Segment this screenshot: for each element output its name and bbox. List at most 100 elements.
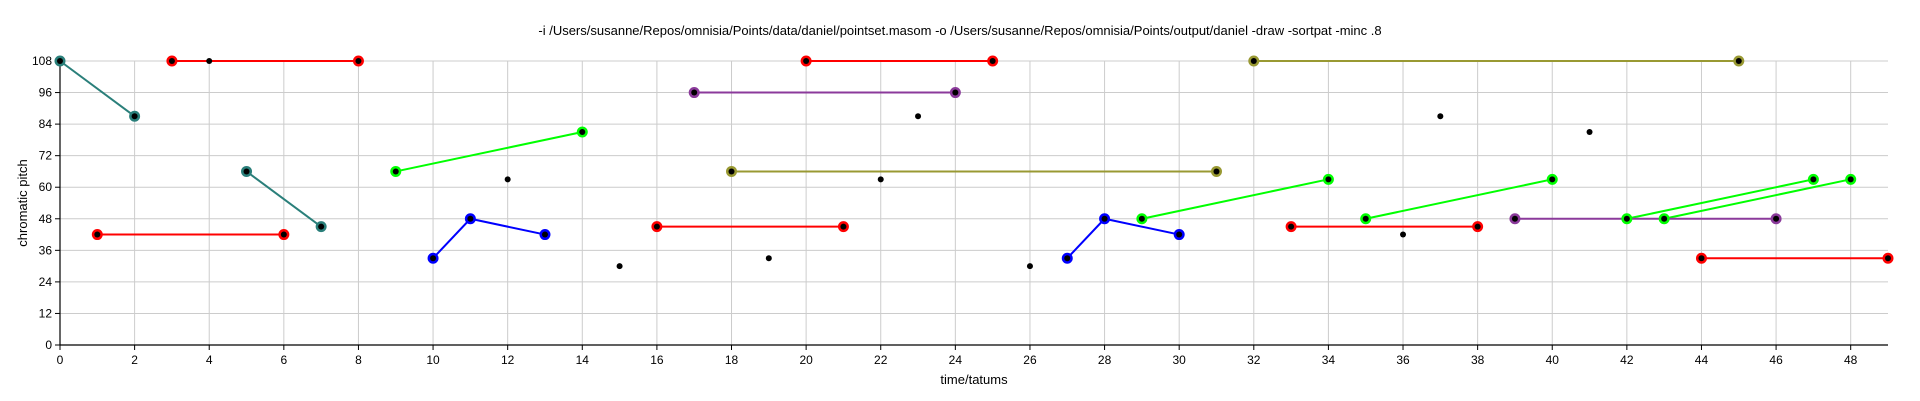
data-point bbox=[355, 58, 362, 64]
data-point bbox=[1735, 58, 1742, 64]
data-point bbox=[840, 223, 847, 230]
y-tick-label: 60 bbox=[39, 180, 53, 194]
x-tick-label: 48 bbox=[1844, 353, 1858, 367]
data-point bbox=[579, 129, 586, 135]
y-tick-label: 0 bbox=[45, 338, 52, 352]
y-tick-label: 72 bbox=[39, 149, 53, 163]
data-point bbox=[1026, 263, 1033, 270]
x-tick-label: 0 bbox=[57, 353, 64, 367]
points bbox=[57, 58, 1891, 270]
data-point bbox=[765, 255, 772, 262]
grid bbox=[59, 60, 1888, 346]
data-point bbox=[989, 58, 996, 64]
x-tick-label: 8 bbox=[355, 353, 362, 367]
data-point bbox=[131, 113, 138, 120]
x-tick-label: 6 bbox=[280, 353, 287, 367]
data-point bbox=[392, 168, 399, 175]
x-axis-label: time/tatums bbox=[940, 372, 1008, 387]
data-point bbox=[1288, 223, 1295, 230]
data-point bbox=[877, 176, 884, 183]
data-point bbox=[728, 168, 735, 175]
data-point bbox=[803, 58, 810, 64]
y-tick-label: 108 bbox=[32, 54, 52, 68]
data-point bbox=[1138, 215, 1145, 222]
data-point bbox=[1213, 168, 1220, 175]
y-tick-label: 96 bbox=[39, 86, 53, 100]
x-tick-label: 28 bbox=[1098, 353, 1112, 367]
x-tick-label: 34 bbox=[1322, 353, 1336, 367]
data-point bbox=[1064, 255, 1071, 262]
data-point bbox=[1325, 176, 1332, 183]
chart-title: -i /Users/susanne/Repos/omnisia/Points/d… bbox=[538, 23, 1381, 38]
y-tick-label: 48 bbox=[39, 212, 53, 226]
x-tick-label: 40 bbox=[1546, 353, 1560, 367]
data-point bbox=[915, 113, 922, 120]
data-point bbox=[168, 58, 175, 64]
series-line bbox=[1365, 178, 1553, 220]
x-tick-label: 10 bbox=[426, 353, 440, 367]
data-point bbox=[1847, 176, 1854, 183]
y-axis-label: chromatic pitch bbox=[15, 159, 30, 246]
y-tick-label: 24 bbox=[39, 275, 53, 289]
x-tick-label: 20 bbox=[799, 353, 813, 367]
series-line bbox=[245, 170, 322, 228]
data-point bbox=[1400, 231, 1407, 238]
x-tick-label: 42 bbox=[1620, 353, 1634, 367]
y-tick-label: 12 bbox=[39, 306, 53, 320]
data-point bbox=[1549, 176, 1556, 183]
data-point bbox=[467, 215, 474, 222]
series-line bbox=[395, 131, 583, 173]
series-line bbox=[1626, 178, 1814, 220]
data-point bbox=[243, 168, 250, 175]
x-tick-label: 4 bbox=[206, 353, 213, 367]
data-point bbox=[1250, 58, 1257, 64]
data-point bbox=[280, 231, 287, 238]
x-tick-label: 2 bbox=[131, 353, 138, 367]
data-point bbox=[1623, 215, 1630, 222]
data-point bbox=[1586, 129, 1593, 135]
x-tick-label: 38 bbox=[1471, 353, 1485, 367]
data-point bbox=[1661, 215, 1668, 222]
data-point bbox=[616, 263, 623, 270]
series-line bbox=[1663, 178, 1851, 220]
data-point bbox=[1810, 176, 1817, 183]
series-line bbox=[59, 60, 136, 118]
x-tick-label: 44 bbox=[1695, 353, 1709, 367]
x-tick-label: 12 bbox=[501, 353, 515, 367]
x-tick-label: 26 bbox=[1023, 353, 1037, 367]
x-tick-label: 16 bbox=[650, 353, 664, 367]
x-tick-label: 14 bbox=[576, 353, 590, 367]
series-line bbox=[432, 217, 546, 259]
data-point bbox=[541, 231, 548, 238]
data-point bbox=[1101, 215, 1108, 222]
series-markers bbox=[54, 55, 1894, 264]
x-tick-label: 24 bbox=[949, 353, 963, 367]
x-tick-label: 32 bbox=[1247, 353, 1261, 367]
ticks: 0 2 4 6 8 10 12 14 16 18 20 22 24 26 28 30 32 34 36 38 40 42 4… bbox=[32, 54, 1858, 367]
y-tick-label: 84 bbox=[39, 117, 53, 131]
axes bbox=[59, 61, 1888, 346]
data-point bbox=[1511, 215, 1518, 222]
data-point bbox=[1698, 255, 1705, 262]
series-line bbox=[1141, 178, 1329, 220]
data-point bbox=[94, 231, 101, 238]
data-point bbox=[430, 255, 437, 262]
data-point bbox=[504, 176, 511, 183]
x-tick-label: 46 bbox=[1769, 353, 1783, 367]
data-point bbox=[1885, 255, 1891, 262]
data-point bbox=[1474, 223, 1481, 230]
data-point bbox=[1437, 113, 1444, 120]
data-point bbox=[318, 223, 325, 230]
x-tick-label: 18 bbox=[725, 353, 739, 367]
series-lines bbox=[59, 60, 1888, 260]
series-line bbox=[1066, 217, 1180, 259]
data-point bbox=[1773, 215, 1780, 222]
y-tick-label: 36 bbox=[39, 243, 53, 257]
x-tick-label: 22 bbox=[874, 353, 888, 367]
x-tick-label: 30 bbox=[1173, 353, 1187, 367]
data-point bbox=[57, 58, 63, 64]
data-point bbox=[1362, 215, 1369, 222]
data-point bbox=[691, 89, 698, 96]
data-point bbox=[653, 223, 660, 230]
